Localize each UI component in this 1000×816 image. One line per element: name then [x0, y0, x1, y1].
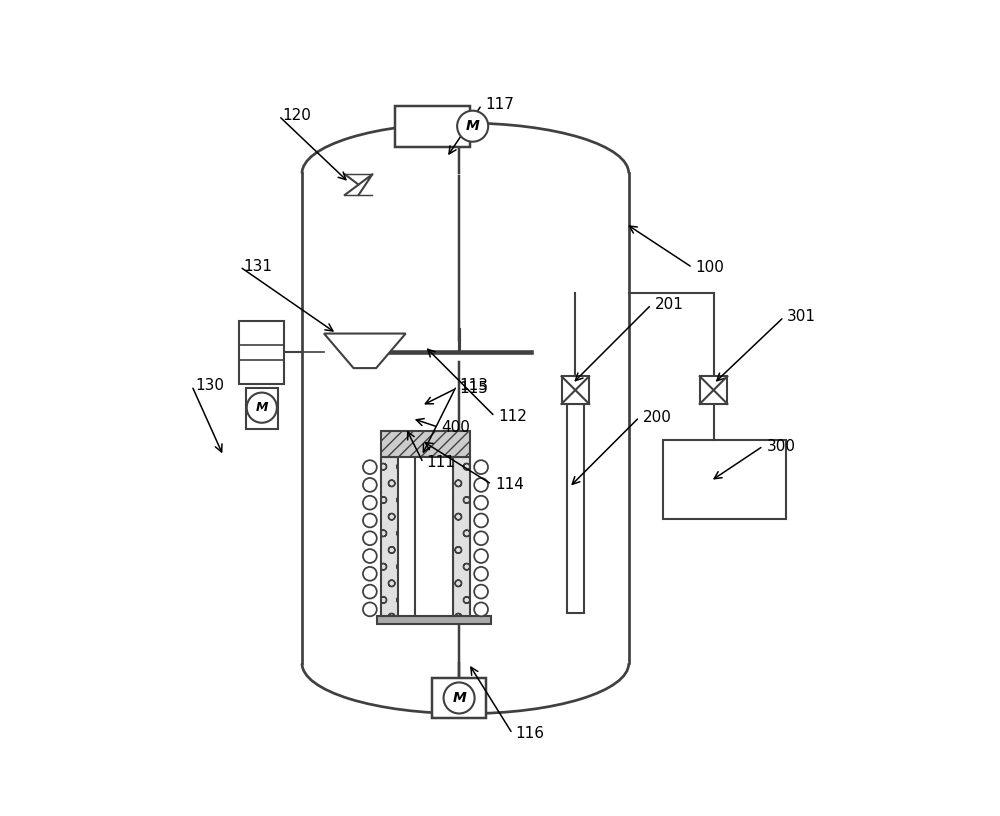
Text: M: M — [466, 119, 480, 133]
Bar — [663, 441, 786, 519]
Text: 116: 116 — [516, 726, 545, 741]
Bar — [567, 404, 584, 613]
Circle shape — [457, 111, 488, 142]
Circle shape — [474, 585, 488, 598]
Text: 201: 201 — [655, 297, 683, 313]
Circle shape — [363, 496, 377, 510]
Text: 115: 115 — [460, 381, 489, 396]
Bar — [239, 321, 284, 384]
Text: 100: 100 — [696, 260, 724, 275]
Circle shape — [474, 513, 488, 527]
Circle shape — [363, 602, 377, 616]
Text: 300: 300 — [766, 438, 795, 454]
Text: 120: 120 — [282, 109, 311, 123]
Circle shape — [247, 392, 277, 423]
Text: M: M — [452, 691, 466, 705]
Text: 131: 131 — [243, 259, 272, 274]
Circle shape — [474, 602, 488, 616]
Bar — [453, 457, 470, 616]
Circle shape — [444, 682, 475, 713]
Circle shape — [474, 496, 488, 510]
Circle shape — [474, 549, 488, 563]
Bar — [432, 677, 486, 718]
Circle shape — [363, 478, 377, 492]
Circle shape — [363, 567, 377, 581]
Bar — [381, 457, 398, 616]
Text: 113: 113 — [460, 378, 489, 393]
Bar — [381, 431, 470, 457]
Bar — [395, 106, 470, 147]
Text: 112: 112 — [498, 409, 527, 424]
Circle shape — [474, 460, 488, 474]
Circle shape — [474, 531, 488, 545]
Text: M: M — [256, 401, 268, 415]
Circle shape — [363, 460, 377, 474]
Text: 200: 200 — [643, 410, 671, 424]
Circle shape — [363, 549, 377, 563]
Circle shape — [363, 531, 377, 545]
Polygon shape — [324, 334, 406, 368]
Text: 114: 114 — [495, 477, 524, 492]
Circle shape — [363, 513, 377, 527]
Text: 130: 130 — [195, 378, 224, 393]
Circle shape — [474, 567, 488, 581]
Bar — [377, 616, 491, 623]
Circle shape — [474, 478, 488, 492]
Text: 117: 117 — [485, 97, 514, 113]
Bar — [246, 388, 278, 429]
Circle shape — [363, 585, 377, 598]
Bar — [700, 376, 727, 404]
Text: 111: 111 — [426, 455, 455, 471]
Text: 301: 301 — [787, 309, 816, 325]
Text: 400: 400 — [441, 419, 470, 435]
Bar — [562, 376, 589, 404]
Bar — [415, 457, 453, 616]
